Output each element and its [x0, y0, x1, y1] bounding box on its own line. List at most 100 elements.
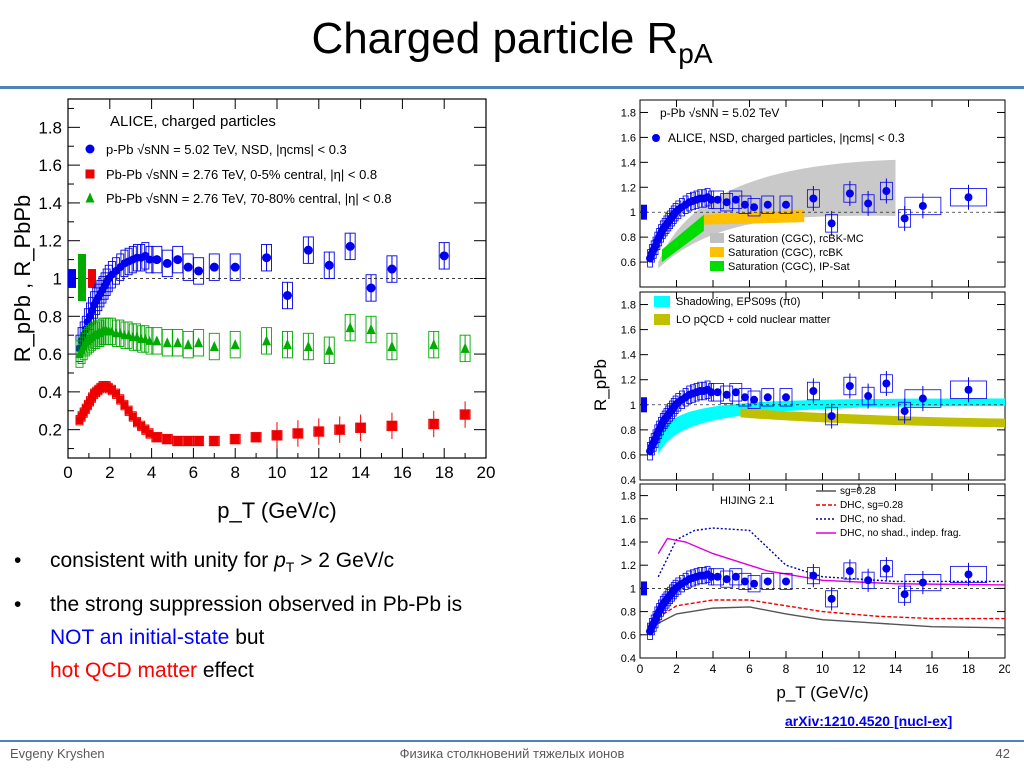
data-point: [964, 385, 973, 394]
syst-box: [229, 253, 241, 281]
hijing-curve: [657, 606, 1006, 629]
legend-entry: p-Pb √sNN = 5.02 TeV, NSD, |ηcms| < 0.3: [106, 142, 347, 157]
bullet-text: > 2 GeV/c: [294, 549, 395, 572]
footer-center: Физика столкновений тяжелых ионов: [399, 746, 625, 761]
data-point: [124, 406, 133, 415]
band-lo-pqcd: [740, 408, 1005, 428]
data-point: [251, 432, 261, 442]
data-point: [173, 337, 183, 348]
data-point: [183, 436, 193, 446]
data-point: [882, 187, 891, 196]
syst-box: [208, 253, 220, 281]
x-tick-label: 10: [268, 463, 287, 482]
hijing-curve: [657, 527, 1005, 583]
data-point: [262, 335, 272, 346]
data-point: [750, 579, 759, 588]
page-number: 42: [995, 746, 1010, 761]
x-tick-label: 0: [63, 463, 72, 482]
hijing-curve: [657, 599, 1005, 620]
norm-box-ppb: [68, 269, 76, 288]
legend-entry: DHC, sg=0.28: [840, 500, 904, 511]
x-tick-label: 18: [435, 463, 454, 482]
x-tick-label: 4: [710, 662, 717, 676]
bullet-item: • consistent with unity for pT > 2 GeV/c: [14, 544, 584, 584]
data-point: [314, 427, 324, 437]
bullet-item: • the strong suppression observed in Pb-P…: [14, 588, 584, 687]
y-tick-label: 0.6: [621, 257, 636, 269]
data-point: [335, 425, 345, 435]
y-tick-label: 0.8: [38, 307, 62, 326]
x-tick-label: 2: [673, 662, 680, 676]
data-point: [141, 333, 150, 343]
bullet-text: hot QCD matter: [50, 659, 198, 683]
band-ipsat: [661, 214, 704, 263]
data-point: [882, 564, 891, 573]
bullet-text: p: [274, 549, 286, 572]
data-point: [345, 322, 355, 333]
y-tick-label: 0.2: [38, 421, 62, 440]
data-point: [162, 434, 172, 444]
x-tick-label: 10: [816, 662, 830, 676]
y-tick-label: 1.4: [38, 194, 62, 213]
y-tick-label: 1: [630, 207, 636, 219]
syst-box: [208, 435, 220, 447]
y-tick-label: 0.4: [621, 653, 636, 665]
arxiv-link[interactable]: arXiv:1210.4520 [nucl-ex]: [785, 713, 953, 729]
syst-box: [193, 435, 205, 447]
data-point: [763, 393, 772, 402]
y-tick-label: 0.8: [621, 425, 636, 437]
left-chart: 0 2 4 6 8 10 12 14 16 18 20 0.2 0.4 0.6 0.8 1 1.2 1.4 1.6 1…: [10, 98, 495, 523]
x-tick-label: 14: [889, 662, 903, 676]
y-tick-label: 0.4: [38, 383, 62, 402]
footer-divider: [0, 740, 1024, 742]
x-tick-label: 6: [746, 662, 753, 676]
data-point: [722, 390, 731, 399]
data-point: [194, 337, 204, 348]
y-tick-label: 1.2: [38, 232, 62, 251]
syst-box: [779, 388, 793, 407]
syst-box: [747, 390, 761, 409]
norm-box: [641, 204, 647, 220]
data-point: [366, 324, 376, 335]
syst-box: [161, 329, 173, 357]
data-point: [740, 200, 749, 209]
x-tick-label: 0: [637, 662, 644, 676]
series-0: [75, 232, 450, 363]
data-point: [864, 392, 873, 401]
syst-box: [161, 433, 173, 445]
data-point: [900, 407, 909, 416]
data-point: [439, 251, 449, 261]
syst-box: [747, 198, 761, 217]
data-point: [209, 341, 219, 352]
legend-entry: DHC, no shad., indep. frag.: [840, 528, 961, 539]
legend-entry: Saturation (CGC), IP-Sat: [728, 261, 850, 273]
data-point: [282, 291, 292, 301]
panel-header: p-Pb √sNN = 5.02 TeV: [660, 106, 779, 120]
syst-box: [193, 257, 205, 285]
data-point: [194, 266, 204, 276]
bullet-text: consistent with unity for: [50, 549, 275, 572]
y-tick-label: 1: [630, 400, 636, 412]
data-point: [713, 195, 722, 204]
data-point: [782, 393, 790, 402]
data-point: [107, 326, 116, 336]
data-point: [750, 395, 759, 404]
x-tick-label: 14: [351, 463, 370, 482]
data-point: [740, 577, 749, 586]
norm-box: [641, 397, 647, 413]
series-2: [75, 313, 471, 368]
data-point: [731, 195, 740, 204]
syst-box: [779, 195, 793, 214]
data-point: [194, 436, 204, 446]
x-tick-label: 16: [925, 662, 939, 676]
legend-entry: LO pQCD + cold nuclear matter: [676, 314, 831, 326]
data-point: [262, 253, 272, 263]
legend-entry: Saturation (CGC), rcBK: [728, 247, 844, 259]
syst-box: [761, 388, 775, 407]
y-tick-label: 1.6: [621, 132, 636, 144]
y-tick-label: 1.2: [621, 182, 636, 194]
legend-entry: Shadowing, EPS09s (π0): [676, 296, 800, 308]
y-tick-label: 1: [53, 270, 62, 289]
syst-box: [761, 195, 775, 214]
data-point: [293, 428, 303, 438]
